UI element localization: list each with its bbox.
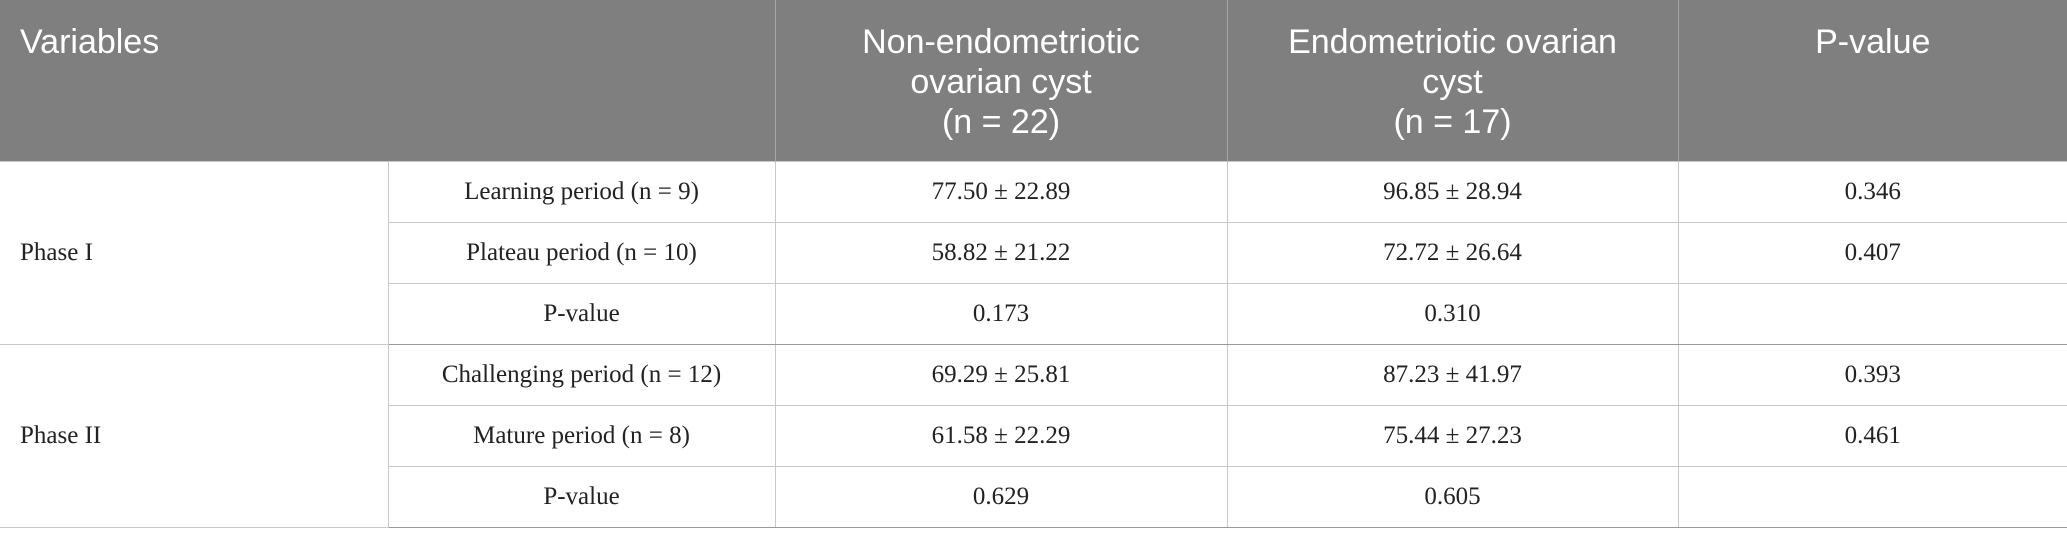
cell: 96.85 ± 28.94 <box>1226 160 1679 223</box>
row-label: Mature period (n = 8) <box>387 404 776 467</box>
header-line: (n = 17) <box>1393 103 1512 141</box>
header-cell: Variables <box>0 0 776 161</box>
header-cell: P-value <box>1677 0 2067 161</box>
header-line: cyst <box>1422 63 1483 101</box>
header-cell: Non-endometriotic ovarian cyst (n = 22) <box>774 0 1228 161</box>
cell: 75.44 ± 27.23 <box>1226 404 1679 467</box>
row-label: Learning period (n = 9) <box>387 160 776 223</box>
cell: 0.310 <box>1226 282 1679 345</box>
cell: 0.393 <box>1677 343 2067 406</box>
cell: 0.173 <box>774 282 1228 345</box>
group-label: Phase II <box>0 343 389 528</box>
table-row: P-value 0.629 0.605 <box>0 465 2067 528</box>
group-label: Phase I <box>0 160 389 345</box>
cell: 69.29 ± 25.81 <box>774 343 1228 406</box>
header-line: Endometriotic ovarian <box>1288 23 1617 61</box>
cell: 87.23 ± 41.97 <box>1226 343 1679 406</box>
table-row: Phase II Challenging period (n = 12) 69.29… <box>0 343 2067 528</box>
header-line: Non-endometriotic <box>862 23 1140 61</box>
table-row: P-value 0.173 0.310 <box>0 282 2067 345</box>
row-label: P-value <box>387 282 776 345</box>
cell: 0.407 <box>1677 221 2067 284</box>
cell: 0.605 <box>1226 465 1679 528</box>
header-row: Variables Non-endometriotic ovarian cyst (n… <box>0 0 2067 161</box>
row-label: P-value <box>387 465 776 528</box>
empty-cell <box>1677 465 2067 528</box>
table-row: Mature period (n = 8) 61.58 ± 22.29 75.44 … <box>0 404 2067 467</box>
header-cell: Endometriotic ovarian cyst (n = 17) <box>1226 0 1679 161</box>
row-label: Plateau period (n = 10) <box>387 221 776 284</box>
header-line: ovarian cyst <box>910 63 1092 101</box>
cell: 0.629 <box>774 465 1228 528</box>
cell: 0.346 <box>1677 160 2067 223</box>
cell: 0.461 <box>1677 404 2067 467</box>
table-row: Plateau period (n = 10) 58.82 ± 21.22 72.7… <box>0 221 2067 284</box>
header-line: P-value <box>1815 23 1931 61</box>
header-line: (n = 22) <box>941 103 1061 141</box>
table-row: Phase I Learning period (n = 9) 77.50 ± 22… <box>0 160 2067 345</box>
cell: 72.72 ± 26.64 <box>1226 221 1679 284</box>
cell: 58.82 ± 21.22 <box>774 221 1228 284</box>
empty-cell <box>1677 282 2067 345</box>
results-table: Variables Non-endometriotic ovarian cyst (n… <box>0 0 2067 528</box>
cell: 77.50 ± 22.89 <box>774 160 1228 223</box>
cell: 61.58 ± 22.29 <box>774 404 1228 467</box>
row-label: Challenging period (n = 12) <box>387 343 776 406</box>
